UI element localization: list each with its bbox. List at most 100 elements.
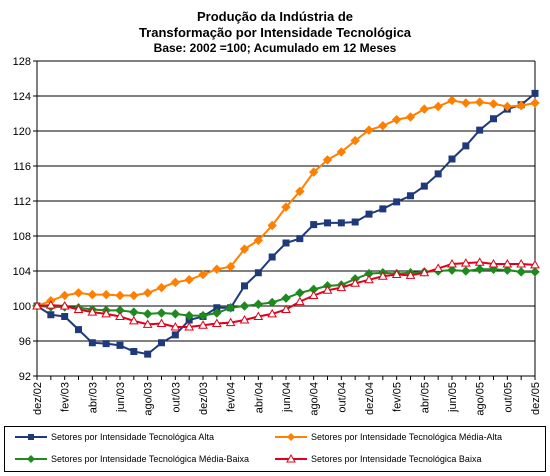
data-point-s1-22 <box>337 219 345 227</box>
data-point-s4-34 <box>502 258 513 268</box>
data-point-s3-36 <box>530 267 540 277</box>
x-tick-label: abr/03 <box>87 382 99 413</box>
data-point-s1-8 <box>144 350 152 358</box>
data-point-s2-17 <box>267 220 277 231</box>
data-point-s2-34 <box>502 101 513 112</box>
data-point-s4-10 <box>170 321 181 331</box>
data-point-s1-1 <box>47 311 55 319</box>
legend-item-4: Setores por Intensidade Tecnológica Baix… <box>275 454 481 464</box>
data-point-s3-12 <box>198 310 208 321</box>
data-point-s2-12 <box>198 269 208 280</box>
data-point-s1-31 <box>462 142 470 150</box>
data-point-s2-7 <box>129 290 139 301</box>
x-tick-label: out/04 <box>336 382 348 413</box>
y-tick-label: 116 <box>13 161 31 173</box>
data-point-s1-20 <box>310 221 318 229</box>
data-point-s4-24 <box>364 274 374 284</box>
x-tick-label: fev/05 <box>392 382 404 412</box>
data-point-s3-13 <box>212 308 222 318</box>
data-point-s1-30 <box>448 155 456 163</box>
data-point-s4-4 <box>87 307 98 316</box>
data-point-s2-16 <box>253 235 264 246</box>
x-tick-label: ago/03 <box>143 382 155 416</box>
data-point-s4-33 <box>488 258 499 268</box>
data-point-s2-9 <box>156 282 167 293</box>
data-point-s1-36 <box>531 89 539 97</box>
data-point-s4-21 <box>322 285 333 294</box>
data-point-s4-29 <box>433 263 444 272</box>
data-point-s4-7 <box>128 315 139 325</box>
data-point-s1-4 <box>88 339 96 347</box>
legend-label: Setores por Intensidade Tecnológica Baix… <box>311 454 482 464</box>
data-point-s2-36 <box>530 98 540 108</box>
x-tick-label: fev/04 <box>226 382 238 412</box>
data-point-s2-24 <box>364 125 374 135</box>
data-point-s2-33 <box>488 99 499 109</box>
y-tick-label: 96 <box>19 336 31 348</box>
data-point-s4-17 <box>267 308 278 318</box>
data-point-s4-22 <box>336 282 347 292</box>
data-point-s3-14 <box>225 303 236 313</box>
data-point-s4-3 <box>73 304 84 313</box>
x-tick-label: jun/04 <box>281 382 293 413</box>
legend-label: Setores por Intensidade Tecnológica Médi… <box>51 454 249 464</box>
data-point-s4-25 <box>377 271 388 280</box>
data-point-s1-24 <box>365 210 373 218</box>
data-point-s2-4 <box>87 289 98 300</box>
x-tick-label: abr/04 <box>253 382 265 413</box>
data-point-s1-27 <box>407 192 414 200</box>
data-point-s2-29 <box>433 101 443 112</box>
data-point-s1-7 <box>130 348 138 355</box>
chart-title: Produção da Indústria de <box>196 9 354 24</box>
data-point-s2-27 <box>405 112 416 122</box>
data-point-s3-10 <box>170 309 181 319</box>
data-point-s2-28 <box>419 104 430 114</box>
data-point-s2-20 <box>308 167 319 177</box>
data-point-s4-23 <box>350 278 361 287</box>
data-point-s2-10 <box>170 277 181 288</box>
legend-item-2: Setores por Intensidade Tecnológica Médi… <box>275 432 502 442</box>
data-point-s4-28 <box>419 267 430 277</box>
data-point-s4-8 <box>142 319 153 328</box>
data-point-s1-33 <box>490 115 497 123</box>
data-point-s2-32 <box>474 97 485 107</box>
data-point-s3-31 <box>461 266 471 276</box>
data-point-s2-26 <box>391 114 402 125</box>
data-point-s3-9 <box>156 308 167 318</box>
data-point-s4-15 <box>239 314 250 324</box>
data-point-s4-1 <box>45 300 56 309</box>
data-point-s4-19 <box>294 296 305 306</box>
data-point-s1-5 <box>102 340 110 348</box>
data-point-s1-3 <box>75 326 82 334</box>
data-point-s2-3 <box>73 288 84 298</box>
data-point-s3-11 <box>184 310 194 321</box>
chart-subtitle: Base: 2002 =100; Acumulado em 12 Meses <box>153 41 397 55</box>
data-point-s4-11 <box>184 321 195 331</box>
data-point-s3-35 <box>516 267 526 277</box>
y-tick-label: 100 <box>13 301 31 313</box>
y-tick-label: 120 <box>13 126 31 138</box>
legend-swatch <box>275 454 307 463</box>
data-point-s4-31 <box>460 258 471 267</box>
y-tick-label: 112 <box>13 196 31 208</box>
x-tick-label: fev/03 <box>60 382 72 412</box>
data-point-s1-6 <box>116 341 124 349</box>
data-point-s3-16 <box>253 299 264 309</box>
data-point-s4-6 <box>115 311 125 320</box>
data-point-s4-16 <box>253 311 264 320</box>
data-point-s2-11 <box>184 275 194 285</box>
legend-swatch <box>15 455 47 463</box>
x-tick-label: dez/03 <box>198 382 210 415</box>
data-point-s3-17 <box>267 297 277 308</box>
data-point-s4-36 <box>530 259 540 269</box>
x-tick-label: jun/05 <box>447 382 459 413</box>
line-chart: 92 96 100 104 108 112 116 120 124 128 dez/02 fev/03… <box>13 56 542 416</box>
data-point-s1-26 <box>393 198 401 206</box>
legend-item-1: Setores por Intensidade Tecnológica Alta <box>15 432 214 442</box>
data-point-s2-2 <box>59 290 70 301</box>
data-point-s1-23 <box>351 218 359 226</box>
data-point-s4-0 <box>32 300 42 310</box>
data-point-s3-30 <box>447 265 457 275</box>
data-point-s4-5 <box>101 308 112 318</box>
data-point-s4-32 <box>474 257 485 266</box>
